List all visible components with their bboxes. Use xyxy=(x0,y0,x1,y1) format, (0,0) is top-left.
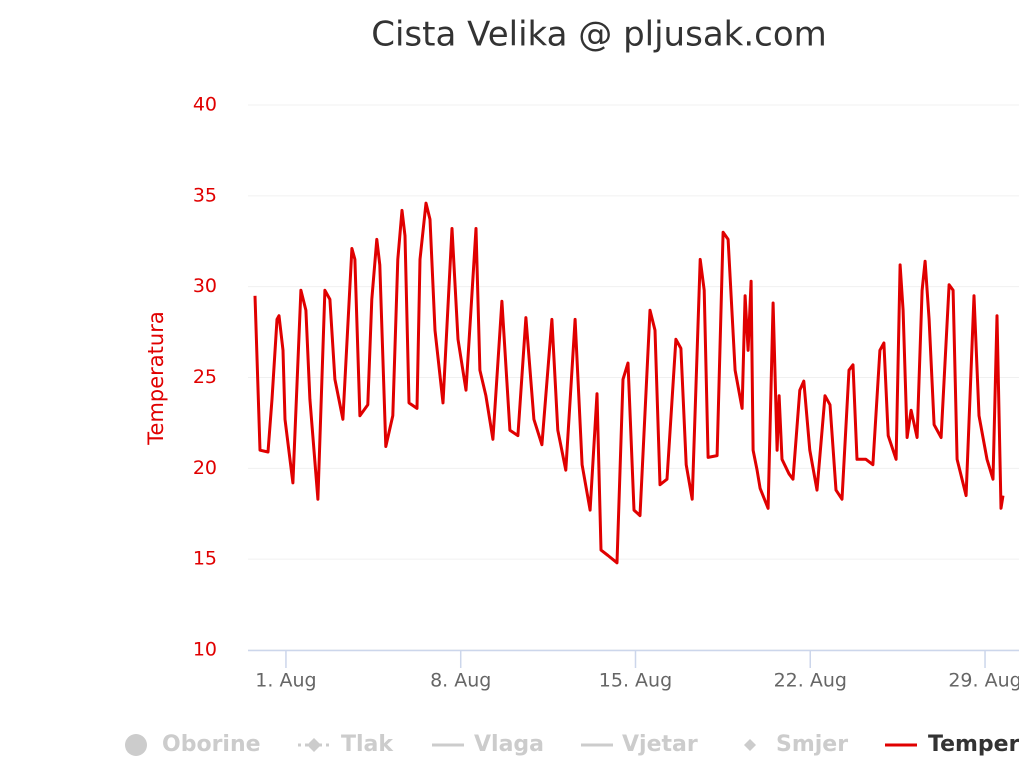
y-axis-title: Temperatura xyxy=(144,311,168,445)
x-tick-label: 15. Aug xyxy=(599,670,672,692)
y-tick-label: 20 xyxy=(193,457,217,479)
y-tick-label: 30 xyxy=(193,275,217,297)
legend-label[interactable]: Smjer xyxy=(776,732,848,757)
y-tick-label: 25 xyxy=(193,366,217,388)
legend-label[interactable]: Vlaga xyxy=(474,732,544,757)
x-tick-label: 1. Aug xyxy=(255,670,316,692)
legend-label[interactable]: Oborine xyxy=(162,732,261,757)
chart-title: Cista Velika @ pljusak.com xyxy=(371,15,827,55)
x-tick-label: 8. Aug xyxy=(430,670,491,692)
temperature-line xyxy=(253,201,1005,565)
y-tick-label: 10 xyxy=(193,639,217,661)
legend-label[interactable]: Vjetar xyxy=(622,732,698,757)
legend-symbol xyxy=(307,738,321,752)
legend-label[interactable]: Tlak xyxy=(341,732,394,757)
y-tick-label: 40 xyxy=(193,94,217,116)
y-tick-label: 15 xyxy=(193,548,217,570)
legend-label[interactable]: Temperatura xyxy=(928,732,1019,757)
legend-symbol xyxy=(744,739,756,751)
x-tick-label: 29. Aug xyxy=(948,670,1019,692)
y-tick-label: 35 xyxy=(193,184,217,206)
legend-symbol xyxy=(125,734,147,756)
x-tick-label: 22. Aug xyxy=(774,670,847,692)
